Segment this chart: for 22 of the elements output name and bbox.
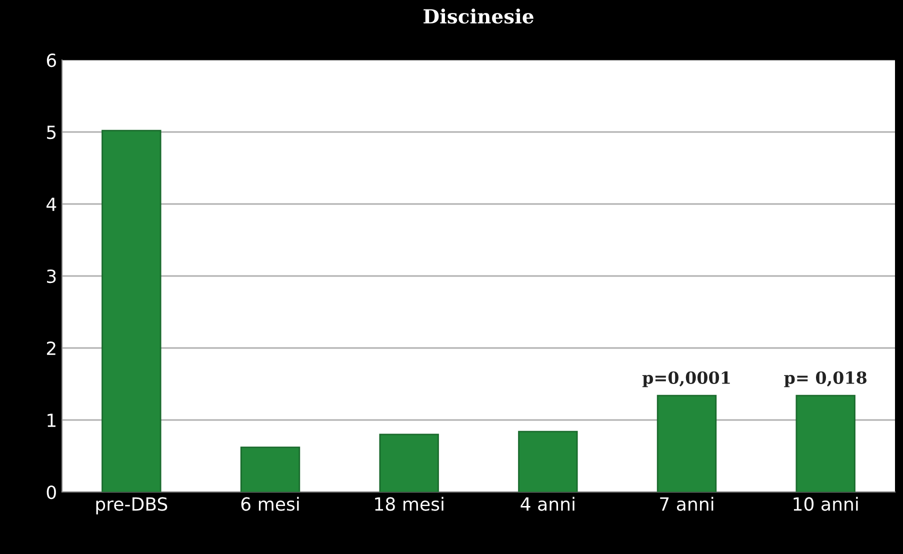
chart-title: Discinesie: [424, 8, 534, 24]
annotation: p= 0,018: [784, 371, 866, 388]
y-tick-label: 4: [46, 198, 56, 211]
y-tick-label: 0: [46, 485, 56, 500]
x-tick-label: 18 mesi: [375, 496, 444, 511]
x-tick-label: 4 anni: [520, 496, 574, 511]
bar: [796, 394, 856, 492]
bar: [240, 446, 300, 492]
y-tick-label: 6: [46, 53, 56, 68]
x-tick-label: 6 mesi: [241, 496, 299, 511]
x-tick-label: 10 anni: [794, 496, 858, 511]
y-tick-label: 5: [47, 126, 56, 140]
annotation: p=0,0001: [642, 371, 730, 388]
x-tick-label: 7 anni: [660, 496, 714, 511]
bar: [379, 434, 439, 492]
y-tick-label: 3: [47, 269, 56, 284]
y-tick-label: 2: [46, 341, 56, 355]
bar: [102, 130, 162, 492]
x-tick-label: pre-DBS: [96, 497, 168, 514]
y-tick-label: 1: [48, 414, 56, 427]
bar: [656, 394, 717, 492]
bar: [518, 430, 578, 492]
